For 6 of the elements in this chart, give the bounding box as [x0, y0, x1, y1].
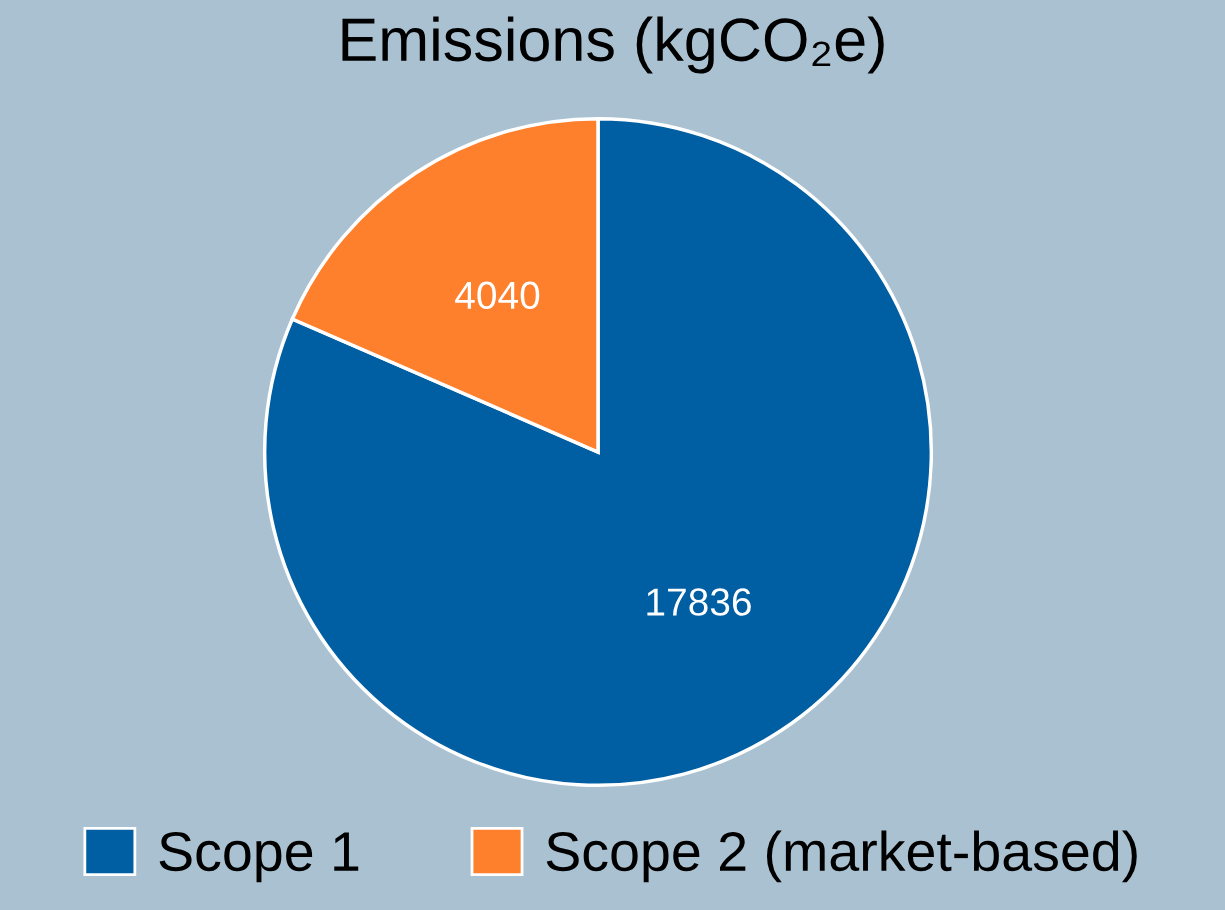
chart-title: Emissions (kgCO₂e): [342, 16, 884, 74]
data-label: 4040: [455, 281, 540, 310]
legend-label: Scope 1: [159, 831, 359, 883]
data-label: 17836: [647, 588, 751, 616]
legend-label: Scope 2 (market-based): [546, 830, 1137, 883]
pie-slice: [262, 116, 934, 788]
